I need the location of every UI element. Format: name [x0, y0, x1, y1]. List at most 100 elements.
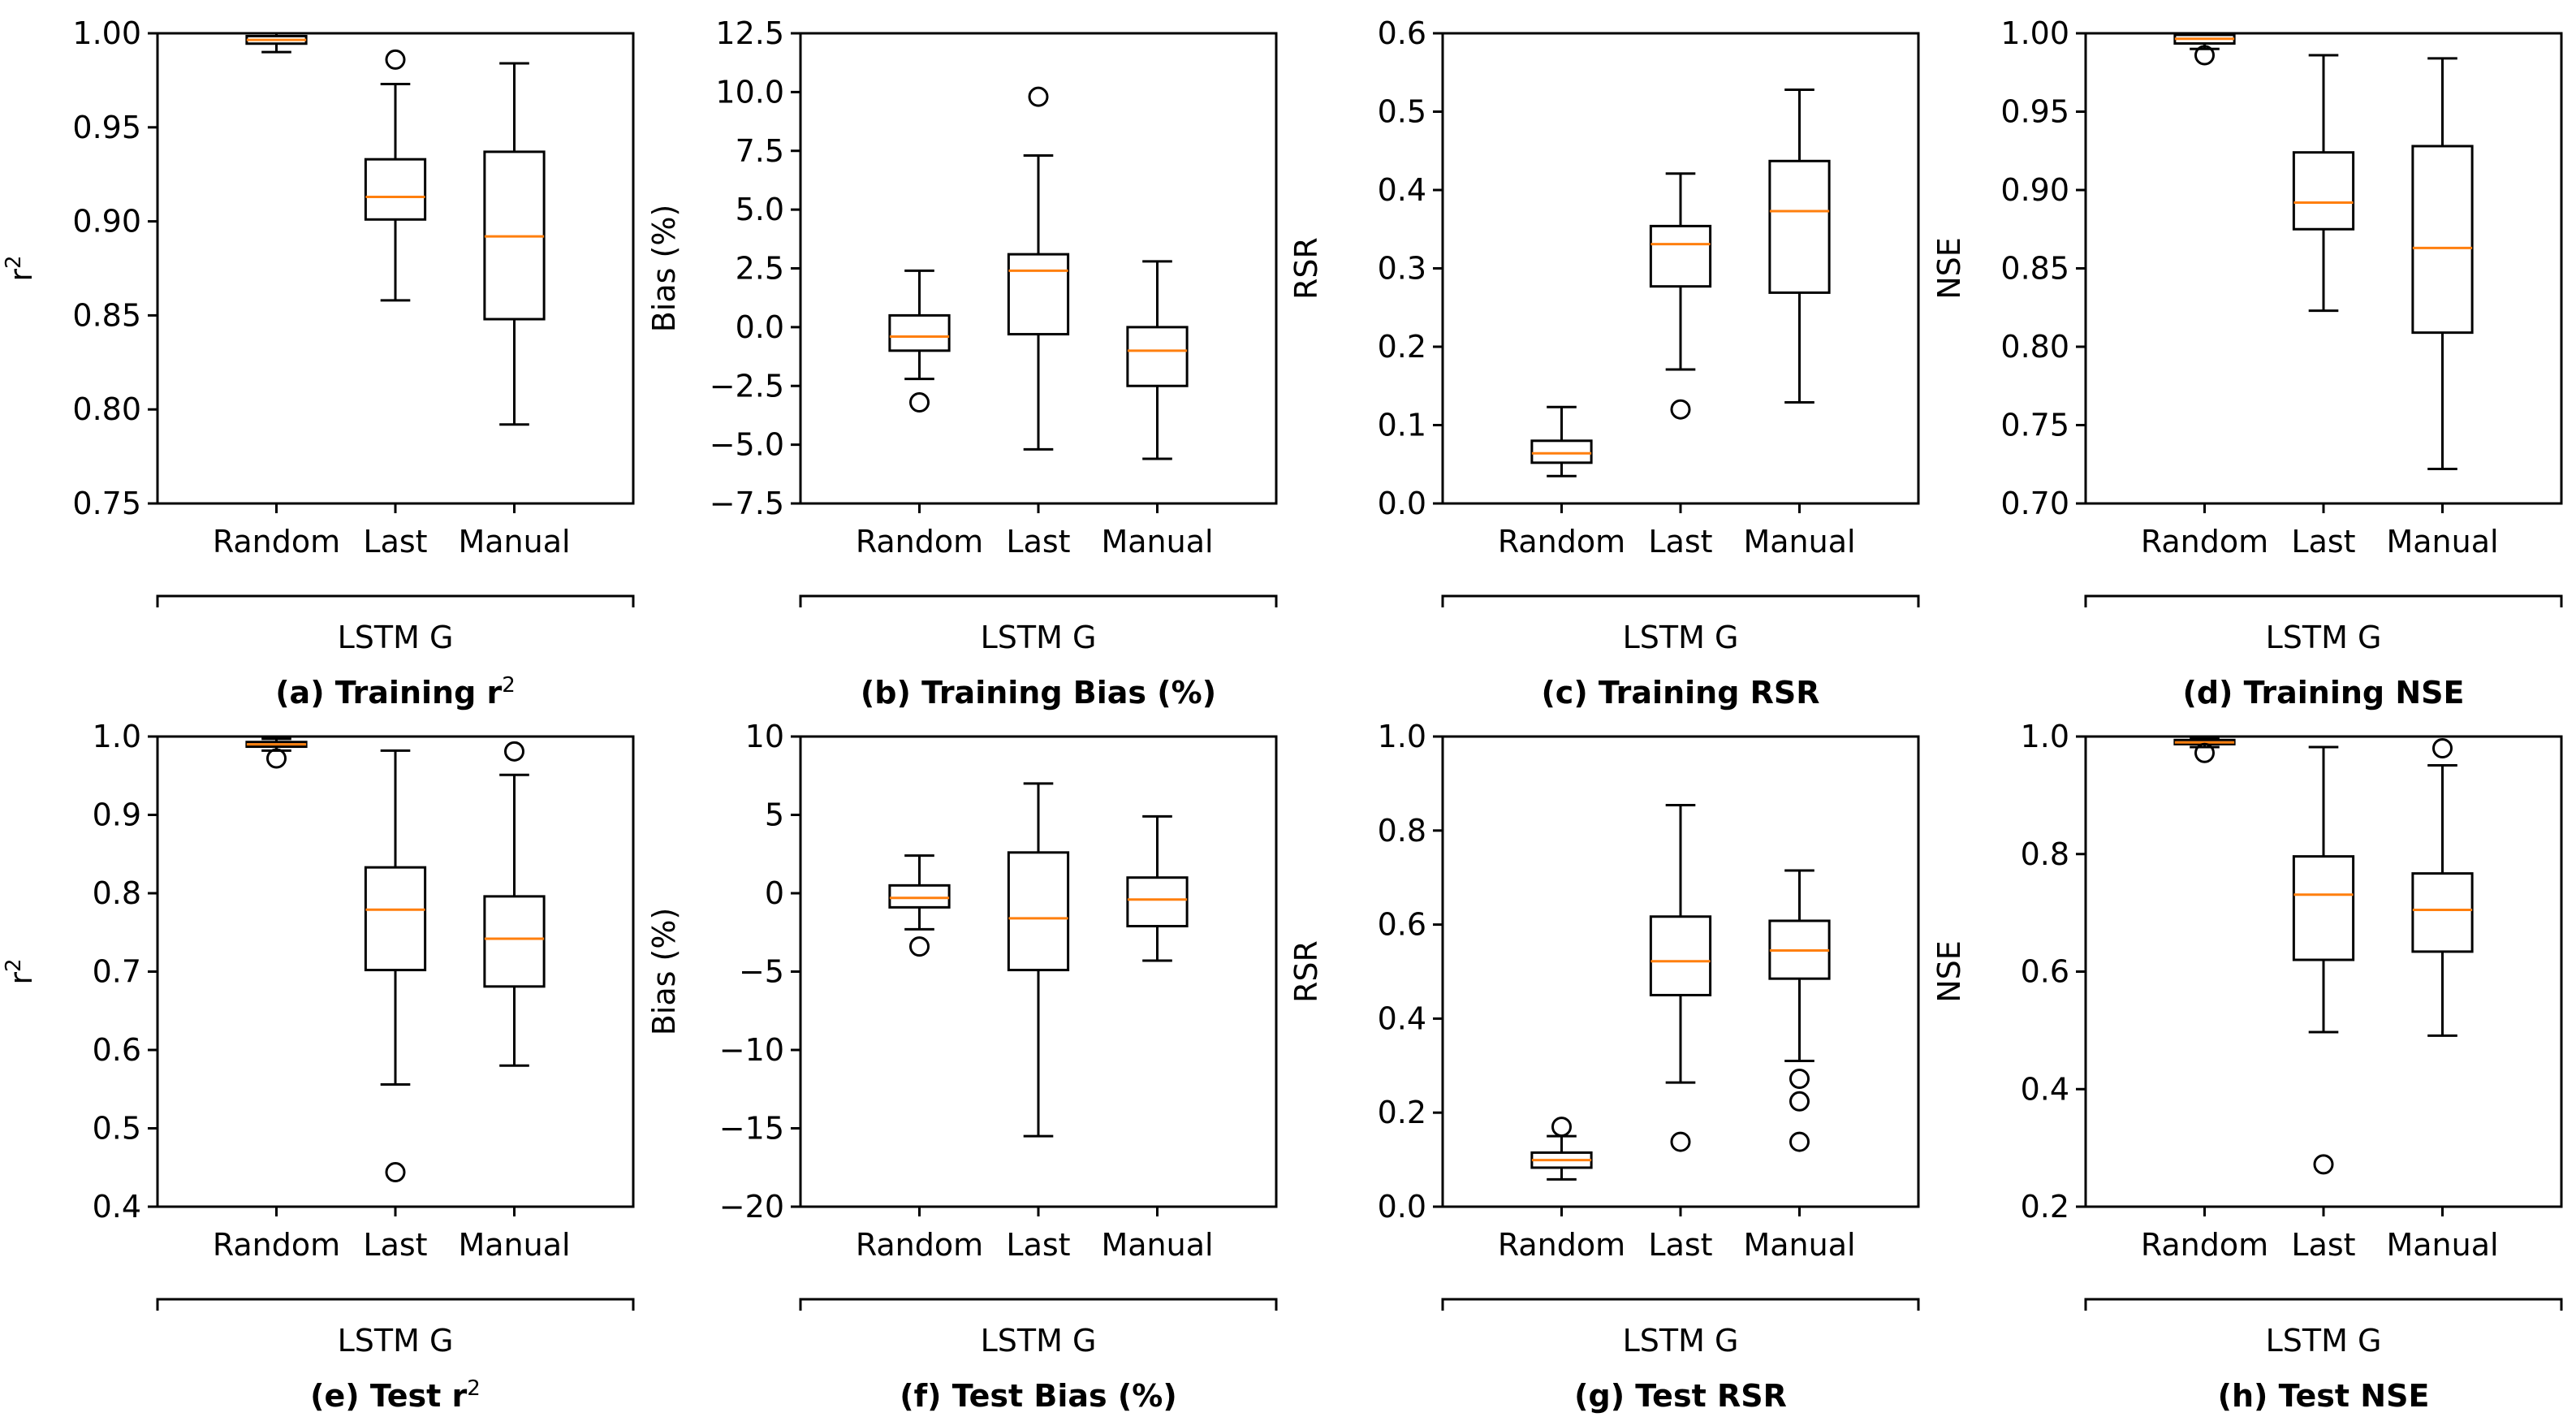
y-tick-label: 12.5 — [715, 15, 784, 51]
group-label: LSTM G — [1623, 1323, 1739, 1359]
group-bracket — [156, 594, 635, 607]
outlier-point — [1551, 1117, 1572, 1138]
box-last — [364, 49, 427, 302]
y-tick-label: 0.5 — [93, 1111, 141, 1147]
y-axis-label: r2 — [2, 958, 39, 984]
outlier-point — [1028, 86, 1049, 107]
panel-caption-sup: 2 — [467, 1376, 481, 1401]
outlier-point — [266, 748, 287, 769]
y-tick-label: 0.5 — [1378, 94, 1426, 130]
y-tick-label: 5 — [765, 797, 784, 833]
y-tick-label: 0.90 — [72, 204, 141, 240]
outlier-point — [385, 49, 406, 70]
y-tick-label: 0.80 — [2000, 329, 2069, 365]
box-manual — [2411, 737, 2474, 1037]
x-tick-label: Last — [1648, 1227, 1712, 1263]
group-bracket — [799, 594, 1278, 607]
y-tick-label: 0.6 — [1378, 15, 1426, 51]
y-axis-label-text: NSE — [1931, 940, 1967, 1003]
y-tick-label: 10.0 — [715, 74, 784, 110]
x-tick-label: Last — [2291, 524, 2355, 559]
y-tick-label: 0.4 — [2021, 1071, 2069, 1107]
group-bracket — [1441, 1298, 1920, 1311]
panel-caption-sup: 2 — [502, 673, 516, 698]
panel-caption: (b) Training Bias (%) — [861, 675, 1216, 711]
y-tick-label: 0.6 — [93, 1032, 141, 1068]
panel-caption: (c) Training RSR — [1541, 675, 1819, 711]
y-axis-label: Bias (%) — [646, 908, 682, 1036]
x-tick-label: Last — [363, 1227, 427, 1263]
y-tick-label: 0 — [765, 875, 784, 911]
outlier-point — [2194, 45, 2215, 66]
box-manual — [1768, 869, 1831, 1152]
x-tick-label: Random — [213, 1227, 340, 1263]
x-tick-label: Manual — [1743, 1227, 1855, 1263]
panel-caption: (e) Test r2 — [310, 1376, 481, 1414]
x-tick-label: Random — [2141, 1227, 2268, 1263]
plot-frame — [1441, 32, 1920, 505]
x-tick-label: Random — [856, 524, 983, 559]
x-tick-label: Last — [2291, 1227, 2355, 1263]
x-tick-label: Last — [1006, 524, 1070, 559]
x-tick-label: Last — [1648, 524, 1712, 559]
y-tick-label: 0.75 — [2000, 408, 2069, 443]
panel-caption-text: (c) Training RSR — [1541, 675, 1819, 711]
y-tick-label: 1.00 — [2000, 15, 2069, 51]
panel-a: 0.75 0.80 0.85 0.90 0.95 1.00 Random Last Manual… — [2, 15, 635, 711]
x-tick-label: Random — [213, 524, 340, 559]
iqr-box — [888, 883, 951, 909]
group-label: LSTM G — [2266, 1323, 2382, 1359]
box-last — [1649, 804, 1712, 1152]
box-random — [245, 737, 308, 769]
iqr-box — [1126, 876, 1189, 928]
panel-caption-text: (g) Test RSR — [1574, 1378, 1787, 1414]
box-manual — [1768, 88, 1831, 404]
box-last — [1007, 86, 1070, 451]
y-tick-label: 0.0 — [1378, 486, 1426, 521]
y-axis-label: NSE — [1931, 940, 1967, 1003]
y-tick-label: 0.4 — [1378, 1000, 1426, 1036]
y-tick-label: 0.3 — [1378, 251, 1426, 287]
panel-c: 0.0 0.1 0.2 0.3 0.4 0.5 0.6 Random Last Manual RSR… — [1288, 15, 1920, 711]
x-tick-label: Manual — [458, 1227, 570, 1263]
x-tick-label: Random — [856, 1227, 983, 1263]
y-axis-label: RSR — [1288, 237, 1324, 300]
y-axis-label-text: r — [3, 269, 39, 282]
box-manual — [2411, 57, 2474, 471]
x-tick-label: Manual — [1101, 1227, 1213, 1263]
box-last — [1007, 782, 1070, 1138]
y-tick-label: 0.95 — [72, 110, 141, 145]
outlier-point — [504, 741, 524, 762]
group-label: LSTM G — [1623, 620, 1739, 655]
box-random — [888, 269, 951, 413]
group-label: LSTM G — [338, 620, 454, 655]
iqr-box — [1007, 253, 1070, 336]
outlier-point — [1789, 1131, 1810, 1152]
y-tick-label: 0.2 — [2021, 1189, 2069, 1225]
group-label: LSTM G — [981, 1323, 1097, 1359]
group-bracket — [156, 1298, 635, 1311]
box-manual — [483, 741, 546, 1067]
iqr-box — [2411, 145, 2474, 335]
iqr-box — [1649, 915, 1712, 996]
y-axis-label-sup: 2 — [2, 958, 26, 972]
x-tick-label: Random — [1498, 524, 1625, 559]
y-tick-label: 0.2 — [1378, 1095, 1426, 1130]
panel-g: 0.0 0.2 0.4 0.6 0.8 1.0 Random Last Manual RSR LST… — [1288, 719, 1920, 1414]
panel-caption: (a) Training r2 — [275, 673, 516, 711]
y-axis-label: RSR — [1288, 940, 1324, 1003]
y-axis-label-text: Bias (%) — [646, 205, 682, 333]
outlier-point — [1670, 1131, 1691, 1152]
y-tick-label: 0.6 — [1378, 907, 1426, 943]
y-tick-label: 0.90 — [2000, 172, 2069, 208]
y-axis-label: Bias (%) — [646, 205, 682, 333]
iqr-box — [888, 313, 951, 352]
y-tick-label: 0.8 — [93, 875, 141, 911]
box-manual — [1126, 814, 1189, 962]
box-last — [2292, 54, 2355, 313]
box-last — [1649, 172, 1712, 420]
panel-caption-text: (d) Training NSE — [2182, 675, 2464, 711]
y-tick-label: −7.5 — [710, 486, 784, 521]
